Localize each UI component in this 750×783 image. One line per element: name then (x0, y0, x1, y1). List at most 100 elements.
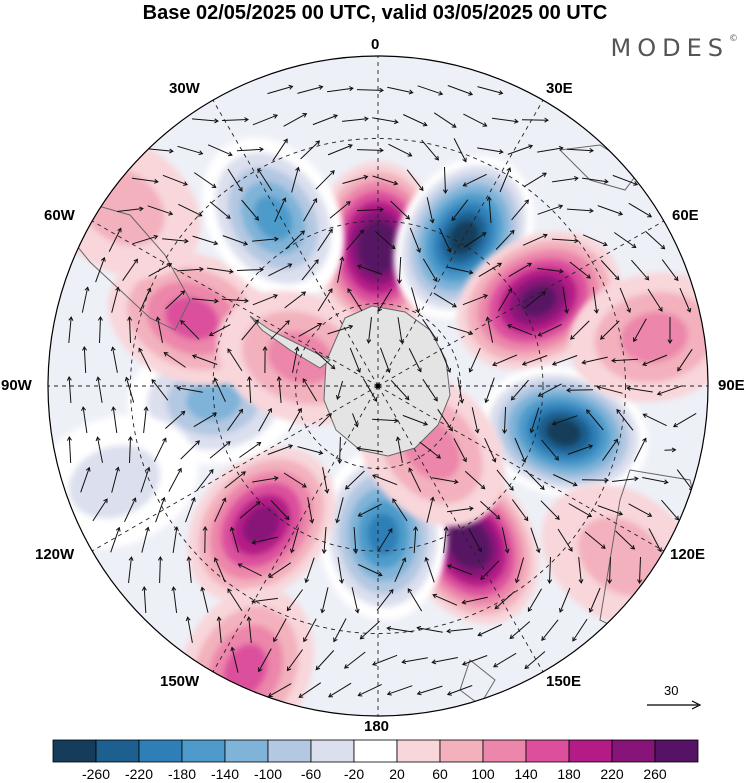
wind-arrow (359, 620, 380, 640)
wind-arrow (178, 203, 203, 217)
wind-arrow (437, 409, 453, 432)
wind-arrow (66, 376, 72, 404)
wind-arrow (462, 173, 487, 187)
wind-arrow (297, 85, 324, 94)
wind-arrow (157, 556, 163, 584)
wind-arrow (493, 652, 517, 668)
wind-arrow (68, 316, 74, 343)
wind-arrow (320, 587, 329, 614)
wind-arrow (642, 477, 669, 485)
wind-arrow (463, 113, 488, 127)
wind-arrow (292, 346, 300, 373)
wind-arrow (356, 446, 383, 453)
colorbar-box (95, 739, 140, 763)
wind-arrow (547, 556, 553, 584)
meridian-line (377, 385, 544, 673)
colorbar-box (224, 739, 269, 763)
wind-arrow (616, 408, 634, 431)
wind-arrow (176, 385, 203, 393)
wind-arrow (307, 497, 315, 524)
wind-arrow (356, 207, 384, 213)
wind-arrow (464, 470, 486, 490)
colorbar-tick-label: 20 (389, 766, 405, 782)
wind-arrow (626, 386, 653, 393)
wind-arrow (501, 527, 510, 554)
wind-arrow (252, 475, 279, 483)
wind-arrow (633, 437, 647, 462)
colorbar-tick-label: -260 (82, 766, 110, 782)
wind-arrow (447, 506, 474, 513)
wind-arrow (162, 174, 188, 186)
wind-arrow (551, 355, 578, 366)
wind-arrow (110, 346, 118, 373)
colorbar-tick-label: -140 (211, 766, 239, 782)
colorbar-tick-label: 60 (432, 766, 448, 782)
wind-arrow (321, 526, 327, 554)
wind-arrow (302, 378, 318, 402)
wind-arrow (165, 290, 186, 310)
wind-arrow (661, 259, 679, 282)
wind-arrow (267, 683, 292, 697)
wind-arrow (283, 113, 308, 127)
wind-arrow (342, 174, 369, 184)
lon-label-150w: 150W (160, 673, 200, 690)
wind-arrow (274, 197, 287, 223)
wind-arrow (672, 412, 697, 428)
wind-arrow (552, 176, 579, 183)
wind-arrow (237, 563, 262, 577)
wind-arrow (522, 233, 548, 246)
wind-arrow (82, 346, 88, 374)
wind-arrow (426, 197, 435, 224)
wind-arrow (168, 467, 182, 492)
wind-arrow (596, 385, 623, 394)
wind-arrow (258, 648, 272, 673)
wind-arrow (477, 147, 504, 155)
wind-arrow (566, 147, 594, 153)
wind-arrow (406, 169, 424, 192)
wind-arrow (127, 316, 133, 344)
wind-arrow (267, 84, 294, 95)
wind-arrow (661, 499, 680, 521)
wind-arrow (569, 261, 591, 279)
wind-arrow (239, 441, 262, 458)
africa-coast (558, 144, 641, 191)
reference-vector-label: 30 (664, 683, 679, 698)
wind-arrow (478, 262, 503, 278)
wind-arrow (461, 596, 488, 605)
wind-arrow (581, 477, 609, 483)
wind-arrow (328, 682, 352, 698)
wind-arrow (600, 260, 620, 281)
wind-arrow (432, 593, 458, 606)
wind-arrow (214, 497, 227, 523)
wind-arrow (677, 348, 693, 372)
wind-arrow (221, 298, 249, 304)
wind-arrow (496, 469, 514, 491)
wind-arrow (600, 320, 620, 340)
wind-arrow (329, 201, 351, 219)
wind-arrow (374, 231, 396, 250)
wind-arrow (267, 444, 294, 455)
lon-label-60w: 60W (44, 207, 75, 224)
wind-arrow (446, 685, 473, 696)
wind-arrow (446, 564, 473, 576)
anomaly-center (478, 366, 649, 498)
wind-arrow (477, 624, 503, 637)
wind-arrow (216, 616, 222, 643)
wind-arrow (386, 626, 413, 633)
wind-arrow (557, 528, 573, 552)
wind-arrow (392, 498, 408, 522)
wind-arrow (607, 556, 613, 584)
graticule (48, 56, 708, 716)
meridian-line (212, 385, 379, 673)
wind-arrow (524, 291, 546, 309)
wind-arrow (386, 685, 413, 696)
wind-arrow (401, 657, 428, 665)
colorbar-box (654, 739, 699, 763)
wind-arrow (357, 683, 382, 697)
wind-arrow (416, 685, 443, 696)
meridian-line (377, 220, 665, 387)
wind-arrow (457, 377, 465, 404)
wind-arrow (221, 117, 249, 123)
wind-arrow (236, 146, 264, 152)
